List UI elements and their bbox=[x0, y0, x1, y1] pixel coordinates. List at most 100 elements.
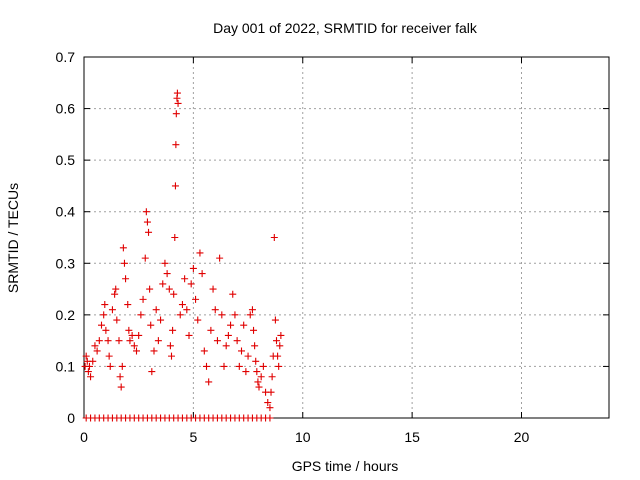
data-point bbox=[227, 321, 235, 329]
data-point bbox=[105, 352, 113, 360]
x-axis-label: GPS time / hours bbox=[292, 458, 399, 474]
y-axis-label: SRMTID / TECUs bbox=[5, 183, 21, 293]
data-point bbox=[119, 244, 127, 252]
data-point bbox=[257, 373, 265, 381]
data-point bbox=[220, 362, 228, 370]
data-point bbox=[203, 362, 210, 370]
data-point bbox=[122, 275, 130, 283]
data-point bbox=[244, 352, 252, 360]
data-point bbox=[146, 285, 154, 293]
y-tick-label: 0.3 bbox=[56, 255, 76, 271]
grid bbox=[84, 57, 609, 418]
data-point bbox=[276, 342, 284, 350]
data-point bbox=[118, 362, 126, 370]
data-point bbox=[192, 295, 200, 303]
data-point bbox=[250, 326, 258, 334]
data-point bbox=[95, 337, 103, 345]
data-point bbox=[137, 311, 145, 319]
data-point bbox=[174, 99, 182, 107]
data-point bbox=[271, 316, 279, 324]
data-point bbox=[150, 347, 158, 355]
data-point bbox=[172, 110, 180, 118]
data-point bbox=[85, 362, 93, 370]
data-point bbox=[246, 311, 254, 319]
data-point bbox=[187, 280, 195, 288]
data-point bbox=[231, 311, 239, 319]
x-tick-label: 0 bbox=[80, 429, 88, 445]
data-point bbox=[104, 337, 112, 345]
plot-frame bbox=[83, 56, 610, 419]
data-point bbox=[112, 285, 120, 293]
data-point bbox=[128, 331, 136, 339]
data-point bbox=[82, 352, 90, 360]
data-point bbox=[267, 388, 275, 396]
data-point bbox=[113, 316, 121, 324]
data-point bbox=[198, 270, 206, 278]
y-tick-label: 0.1 bbox=[56, 358, 76, 374]
data-point bbox=[205, 378, 213, 386]
data-point bbox=[185, 331, 193, 339]
data-point bbox=[169, 326, 177, 334]
data-point bbox=[91, 342, 99, 350]
data-point bbox=[252, 357, 260, 365]
data-point bbox=[242, 368, 250, 376]
data-point bbox=[224, 331, 232, 339]
data-point bbox=[222, 342, 230, 350]
data-point bbox=[213, 337, 221, 345]
data-point bbox=[154, 337, 162, 345]
data-point bbox=[200, 347, 208, 355]
data-point bbox=[181, 275, 189, 283]
data-point bbox=[189, 264, 197, 272]
data-point bbox=[255, 383, 263, 391]
data-point bbox=[196, 249, 204, 257]
data-point bbox=[259, 362, 267, 370]
data-point bbox=[115, 337, 123, 345]
data-point bbox=[161, 259, 169, 267]
x-tick-label: 15 bbox=[404, 429, 420, 445]
data-point bbox=[125, 326, 133, 334]
data-point bbox=[172, 141, 180, 149]
data-point bbox=[176, 311, 184, 319]
data-point bbox=[147, 321, 155, 329]
data-point bbox=[98, 321, 105, 329]
data-point bbox=[277, 331, 285, 339]
x-tick-label: 20 bbox=[514, 429, 530, 445]
x-tick-label: 5 bbox=[189, 429, 197, 445]
data-point bbox=[133, 347, 140, 355]
data-point bbox=[268, 373, 276, 381]
data-point bbox=[93, 347, 101, 355]
data-point bbox=[148, 368, 156, 376]
data-point bbox=[152, 306, 160, 314]
data-point bbox=[229, 290, 237, 298]
y-tick-label: 0.5 bbox=[56, 152, 76, 168]
data-point bbox=[173, 89, 181, 97]
data-point bbox=[251, 342, 259, 350]
data-point bbox=[216, 254, 224, 262]
data-points bbox=[81, 89, 285, 422]
data-point bbox=[157, 316, 165, 324]
data-point bbox=[266, 414, 274, 422]
data-point bbox=[240, 321, 248, 329]
data-point bbox=[235, 362, 243, 370]
y-tick-label: 0.7 bbox=[56, 49, 76, 65]
data-point bbox=[183, 306, 191, 314]
data-point bbox=[101, 301, 109, 309]
y-tick-label: 0.6 bbox=[56, 101, 76, 117]
data-point bbox=[207, 326, 215, 334]
data-point bbox=[100, 311, 108, 319]
data-point bbox=[238, 347, 245, 355]
data-point bbox=[233, 337, 241, 345]
y-tick-label: 0 bbox=[67, 410, 75, 426]
data-point bbox=[218, 311, 226, 319]
data-point bbox=[166, 342, 174, 350]
data-point bbox=[111, 290, 119, 298]
data-point bbox=[275, 362, 283, 370]
axis-ticks: 0 0.1 0.2 0.3 0.4 0.5 0.6 0.7 0 5 10 15 20 bbox=[56, 49, 609, 445]
data-point bbox=[84, 368, 92, 376]
y-tick-label: 0.2 bbox=[56, 307, 76, 323]
data-point bbox=[273, 337, 280, 345]
data-point bbox=[163, 270, 171, 278]
x-tick-label: 10 bbox=[295, 429, 311, 445]
